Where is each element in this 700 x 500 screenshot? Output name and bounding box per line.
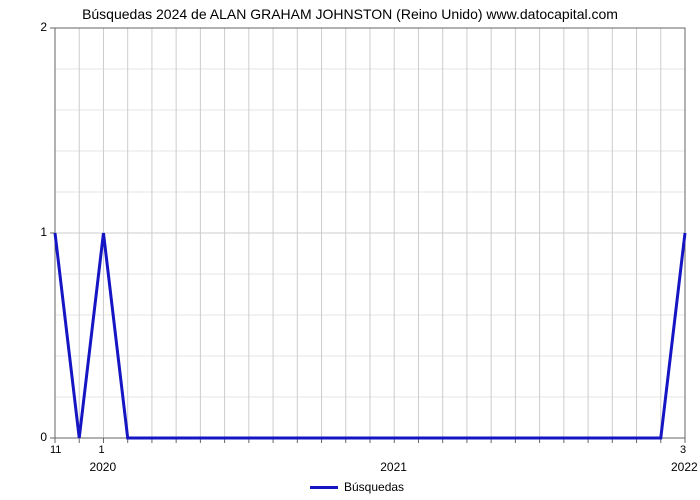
y-tick-label: 2 <box>27 20 47 34</box>
x-tick-label: 1 <box>98 444 104 456</box>
x-tick-label: 11 <box>50 444 61 456</box>
legend-swatch <box>310 486 338 489</box>
x-year-label: 2022 <box>671 460 698 474</box>
legend-label: Búsquedas <box>344 480 404 494</box>
x-year-label: 2021 <box>380 460 407 474</box>
y-tick-label: 1 <box>27 225 47 239</box>
x-tick-label: 3 <box>680 444 686 456</box>
x-year-label: 2020 <box>89 460 116 474</box>
chart-legend: Búsquedas <box>310 480 404 494</box>
chart-container: Búsquedas 2024 de ALAN GRAHAM JOHNSTON (… <box>0 0 700 500</box>
chart-plot <box>0 0 700 500</box>
y-tick-label: 0 <box>27 430 47 444</box>
